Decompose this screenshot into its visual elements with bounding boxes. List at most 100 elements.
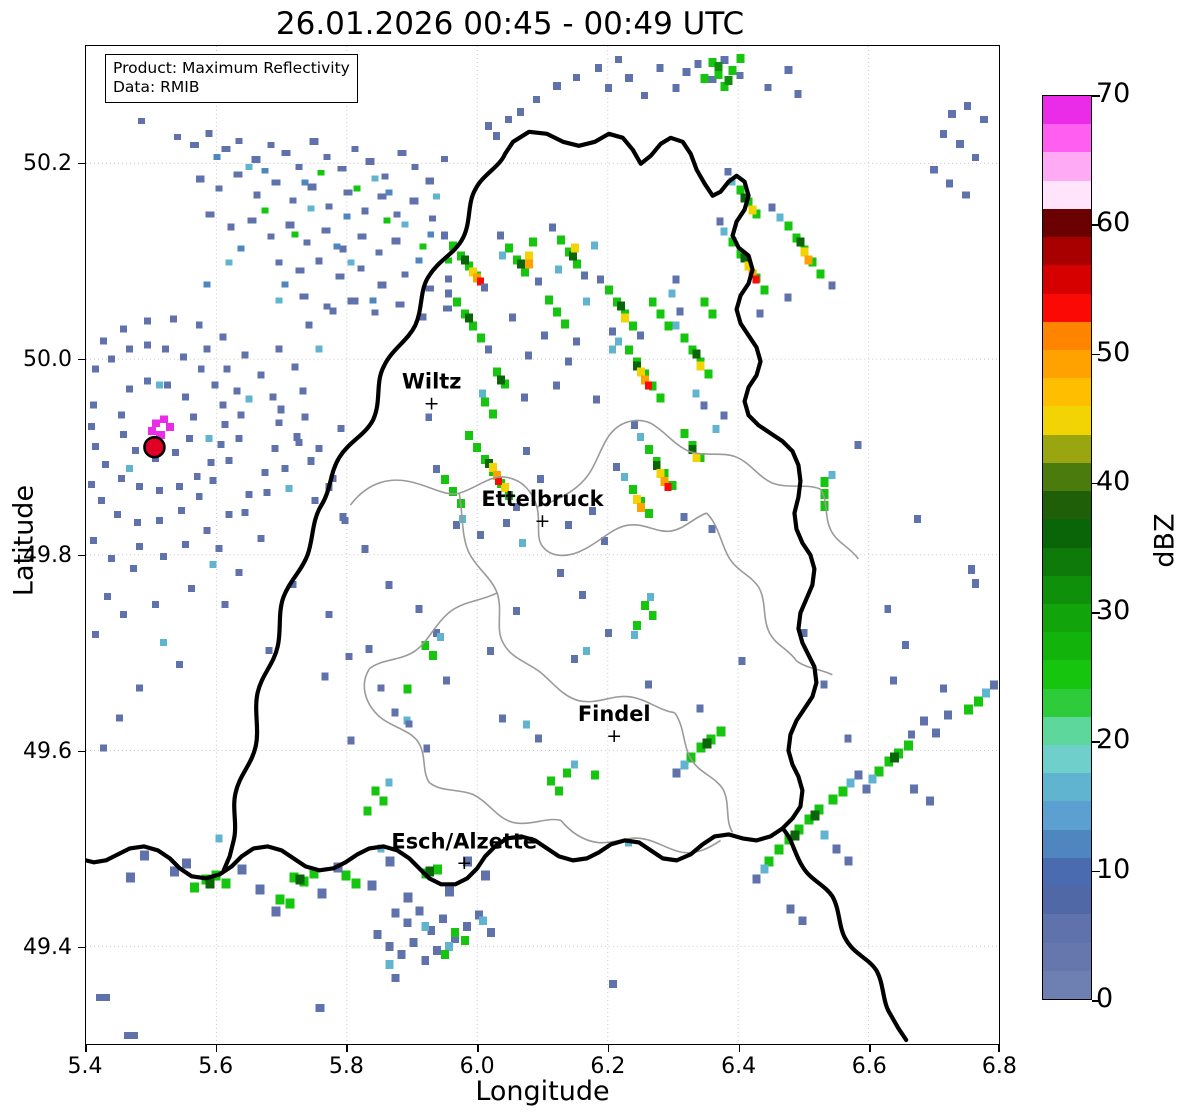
ytick-mark: [78, 554, 85, 557]
ytick-label: 50.0: [23, 347, 72, 372]
xtick-mark: [85, 1045, 87, 1052]
colorbar-tick-mark: [1092, 353, 1100, 356]
colorbar-tick-label: 0: [1096, 983, 1114, 1014]
colorbar-band: [1043, 575, 1091, 604]
city-marker-ettelbruck: Ettelbruck +: [481, 487, 604, 532]
colorbar-band: [1043, 857, 1091, 887]
colorbar-band: [1043, 208, 1091, 238]
product-line: Product: Maximum Reflectivity: [113, 59, 350, 77]
svg-text:Wiltz: Wiltz: [402, 369, 462, 393]
colorbar-band: [1043, 321, 1091, 350]
y-axis-label: Latitude: [8, 484, 40, 597]
colorbar-band: [1043, 688, 1091, 717]
city-marker-esch-alzette: Esch/Alzette +: [391, 829, 537, 874]
colorbar-tick-mark: [1092, 482, 1100, 485]
xtick-mark: [346, 1045, 348, 1052]
colorbar-tick-mark: [1092, 95, 1100, 97]
radar-map-canvas: Wiltz + Ettelbruck + Findel + Esch/Alzet…: [86, 46, 999, 1044]
xtick-label: 5.8: [328, 1054, 364, 1079]
colorbar-tick-label: 40: [1096, 465, 1131, 497]
colorbar-tick-label: 50: [1096, 336, 1131, 368]
colorbar-band: [1043, 773, 1091, 802]
xtick-mark: [869, 1045, 871, 1052]
page-title: 26.01.2026 00:45 - 00:49 UTC: [275, 6, 745, 42]
colorbar-band: [1043, 970, 1091, 999]
colorbar-band: [1043, 632, 1091, 661]
xtick-mark: [477, 1045, 479, 1052]
ytick-mark: [78, 162, 85, 165]
ytick-label: 49.6: [23, 739, 72, 764]
xtick-label: 6.4: [721, 1054, 757, 1079]
colorbar-band: [1043, 124, 1091, 153]
colorbar-band: [1043, 829, 1091, 858]
ytick-mark: [78, 750, 85, 753]
colorbar-band: [1043, 406, 1091, 435]
product-info-box: Product: Maximum Reflectivity Data: RMIB: [105, 54, 358, 104]
colorbar-band: [1043, 434, 1091, 463]
ytick-label: 49.4: [23, 935, 72, 960]
colorbar-tick-mark: [1092, 741, 1100, 743]
xtick-label: 6.2: [590, 1054, 626, 1079]
xtick-label: 5.6: [198, 1054, 234, 1079]
colorbar-tick-label: 20: [1096, 724, 1131, 756]
colorbar-band: [1043, 378, 1091, 407]
colorbar-band: [1043, 491, 1091, 520]
xtick-label: 6.0: [459, 1054, 495, 1079]
colorbar-tick-label: 70: [1096, 78, 1131, 109]
colorbar-band: [1043, 745, 1091, 774]
svg-text:+: +: [606, 725, 622, 747]
colorbar-tick-label: 60: [1096, 207, 1131, 239]
colorbar[interactable]: [1042, 95, 1092, 1000]
colorbar-band: [1043, 462, 1091, 492]
colorbar-band: [1043, 603, 1091, 633]
data-line: Data: RMIB: [113, 78, 200, 97]
colorbar-band: [1043, 716, 1091, 746]
colorbar-band: [1043, 886, 1091, 915]
xtick-mark: [607, 1045, 610, 1052]
colorbar-band: [1043, 237, 1091, 266]
x-axis-label: Longitude: [475, 1076, 610, 1107]
city-marker-wiltz: Wiltz +: [402, 369, 462, 414]
colorbar-band: [1043, 265, 1091, 294]
ytick-mark: [78, 358, 85, 361]
map-plot-area[interactable]: Wiltz + Ettelbruck + Findel + Esch/Alzet…: [85, 45, 1000, 1045]
city-marker-findel: Findel +: [578, 702, 651, 747]
radar-site-marker[interactable]: [143, 435, 166, 459]
ytick-label: 49.8: [23, 543, 72, 568]
svg-text:+: +: [456, 852, 472, 874]
svg-text:Ettelbruck: Ettelbruck: [481, 487, 604, 511]
colorbar-tick-label: 30: [1096, 595, 1131, 627]
colorbar-tick-mark: [1092, 224, 1100, 226]
colorbar-band: [1043, 547, 1091, 576]
colorbar-band: [1043, 152, 1091, 181]
xtick-mark: [215, 1045, 218, 1052]
colorbar-tick-mark: [1092, 1000, 1100, 1002]
colorbar-band: [1043, 349, 1091, 379]
colorbar-label: dBZ: [1149, 513, 1179, 568]
colorbar-band: [1043, 519, 1091, 548]
colorbar-tick-mark: [1092, 612, 1100, 614]
colorbar-tick-label: 10: [1096, 853, 1131, 885]
svg-text:+: +: [424, 392, 440, 414]
colorbar-tick-mark: [1092, 870, 1100, 873]
radar-echo-pixels: [87, 53, 999, 1040]
xtick-mark: [738, 1045, 741, 1052]
city-markers: Wiltz + Ettelbruck + Findel + Esch/Alzet…: [391, 369, 650, 874]
xtick-label: 6.6: [851, 1054, 887, 1079]
colorbar-band: [1043, 660, 1091, 689]
xtick-label: 5.4: [67, 1054, 103, 1079]
colorbar-band: [1043, 801, 1091, 830]
internal-boundaries: [349, 419, 859, 854]
ytick-mark: [78, 946, 85, 949]
colorbar-band: [1043, 180, 1091, 209]
colorbar-band: [1043, 293, 1091, 322]
colorbar-band: [1043, 914, 1091, 943]
ytick-label: 50.2: [23, 151, 72, 176]
xtick-label: 6.8: [981, 1054, 1017, 1079]
svg-text:Esch/Alzette: Esch/Alzette: [391, 829, 537, 853]
svg-text:+: +: [535, 510, 551, 532]
xtick-mark: [998, 1045, 1000, 1052]
colorbar-band: [1043, 96, 1091, 125]
national-border: [86, 129, 909, 1043]
